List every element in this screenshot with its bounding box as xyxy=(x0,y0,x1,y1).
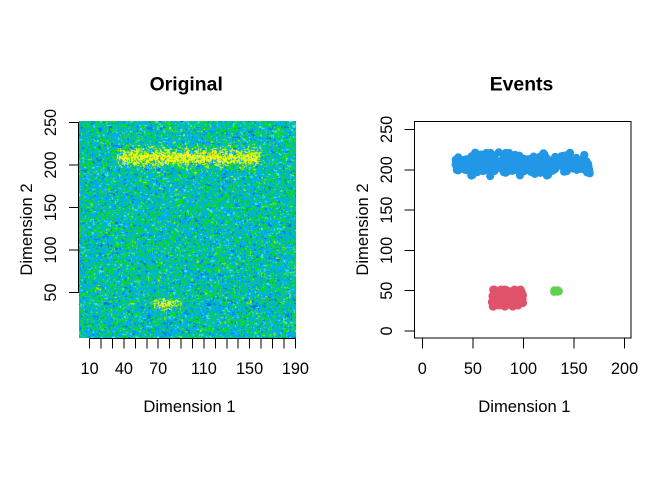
svg-text:50: 50 xyxy=(464,360,482,378)
svg-text:10: 10 xyxy=(81,360,99,378)
svg-text:Dimension 2: Dimension 2 xyxy=(353,183,372,275)
svg-text:50: 50 xyxy=(42,283,60,301)
svg-text:250: 250 xyxy=(378,116,396,143)
svg-text:Dimension 1: Dimension 1 xyxy=(143,397,235,416)
svg-text:150: 150 xyxy=(560,360,587,378)
svg-text:200: 200 xyxy=(378,156,396,183)
svg-text:100: 100 xyxy=(510,360,537,378)
svg-text:Original: Original xyxy=(150,74,223,96)
svg-text:70: 70 xyxy=(149,360,167,378)
svg-text:Events: Events xyxy=(490,74,554,96)
svg-text:190: 190 xyxy=(282,360,309,378)
svg-text:0: 0 xyxy=(418,360,427,378)
svg-text:0: 0 xyxy=(378,326,396,335)
svg-text:40: 40 xyxy=(115,360,133,378)
svg-text:200: 200 xyxy=(42,151,60,178)
svg-text:150: 150 xyxy=(236,360,263,378)
svg-text:150: 150 xyxy=(378,197,396,224)
svg-text:100: 100 xyxy=(378,237,396,264)
svg-text:110: 110 xyxy=(191,360,217,378)
svg-text:Dimension 2: Dimension 2 xyxy=(17,183,36,275)
svg-text:150: 150 xyxy=(42,194,60,221)
svg-text:100: 100 xyxy=(42,236,60,263)
svg-text:200: 200 xyxy=(611,360,638,378)
svg-text:250: 250 xyxy=(42,109,60,136)
svg-text:50: 50 xyxy=(378,282,396,300)
svg-text:Dimension 1: Dimension 1 xyxy=(478,397,570,416)
